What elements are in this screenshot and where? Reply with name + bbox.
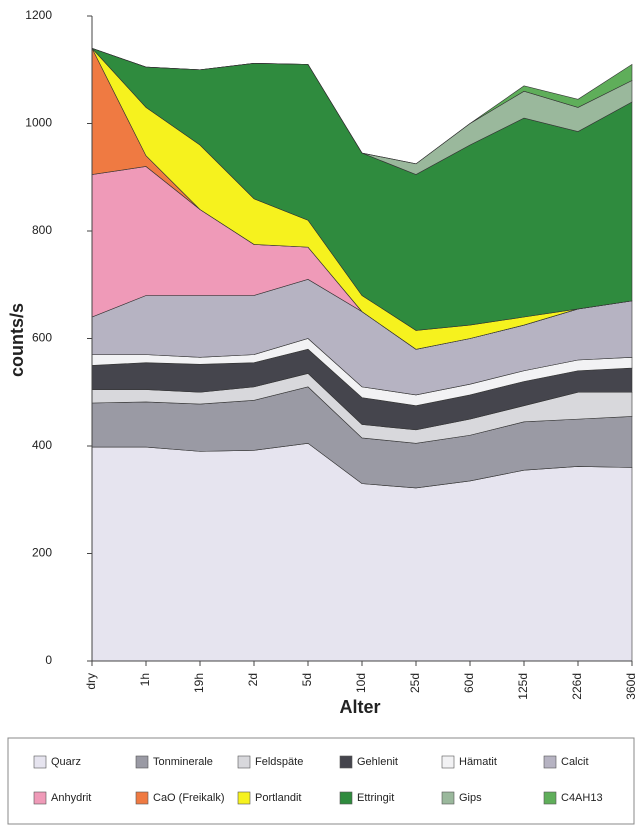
x-tick-label: 19h: [192, 673, 206, 693]
x-tick-label: dry: [84, 673, 98, 690]
legend-swatch: [33, 755, 47, 769]
x-tick-label: 2d: [246, 673, 260, 686]
legend-swatch: [33, 791, 47, 805]
legend-swatch: [543, 791, 557, 805]
legend-swatch: [135, 755, 149, 769]
legend-swatch: [339, 791, 353, 805]
legend-label: C4AH13: [561, 792, 603, 804]
x-tick-label: 226d: [570, 673, 584, 700]
legend-label: Quarz: [51, 756, 81, 768]
x-axis-title: Alter: [339, 697, 380, 717]
y-axis-title: counts/s: [7, 303, 27, 377]
legend-swatch: [441, 755, 455, 769]
x-tick-label: 5d: [300, 673, 314, 686]
legend-label: Gips: [459, 792, 482, 804]
legend-label: Anhydrit: [51, 792, 91, 804]
legend-box: [7, 737, 635, 825]
legend-label: CaO (Freikalk): [153, 792, 225, 804]
x-tick-label: 360d: [624, 673, 638, 700]
legend-swatch: [237, 791, 251, 805]
legend-swatch: [135, 791, 149, 805]
x-tick-label: 125d: [516, 673, 530, 700]
legend-swatch: [441, 791, 455, 805]
legend-label: Hämatit: [459, 756, 497, 768]
y-tick-label: 1000: [25, 116, 52, 130]
legend-swatch: [237, 755, 251, 769]
y-tick-label: 1200: [25, 8, 52, 22]
legend-label: Calcit: [561, 756, 589, 768]
legend-swatch: [339, 755, 353, 769]
x-tick-label: 1h: [138, 673, 152, 686]
y-tick-label: 600: [32, 331, 52, 345]
area: [91, 47, 633, 165]
legend-label: Gehlenit: [357, 756, 398, 768]
x-tick-label: 60d: [462, 673, 476, 693]
legend-label: Tonminerale: [153, 756, 213, 768]
legend-label: Portlandit: [255, 792, 301, 804]
y-tick-label: 200: [32, 546, 52, 560]
y-tick-label: 0: [45, 653, 52, 667]
legend-label: Feldspäte: [255, 756, 303, 768]
legend-label: Ettringit: [357, 792, 394, 804]
x-tick-label: 25d: [408, 673, 422, 693]
y-tick-label: 800: [32, 223, 52, 237]
y-tick-label: 400: [32, 438, 52, 452]
x-tick-label: 10d: [354, 673, 368, 693]
legend-swatch: [543, 755, 557, 769]
